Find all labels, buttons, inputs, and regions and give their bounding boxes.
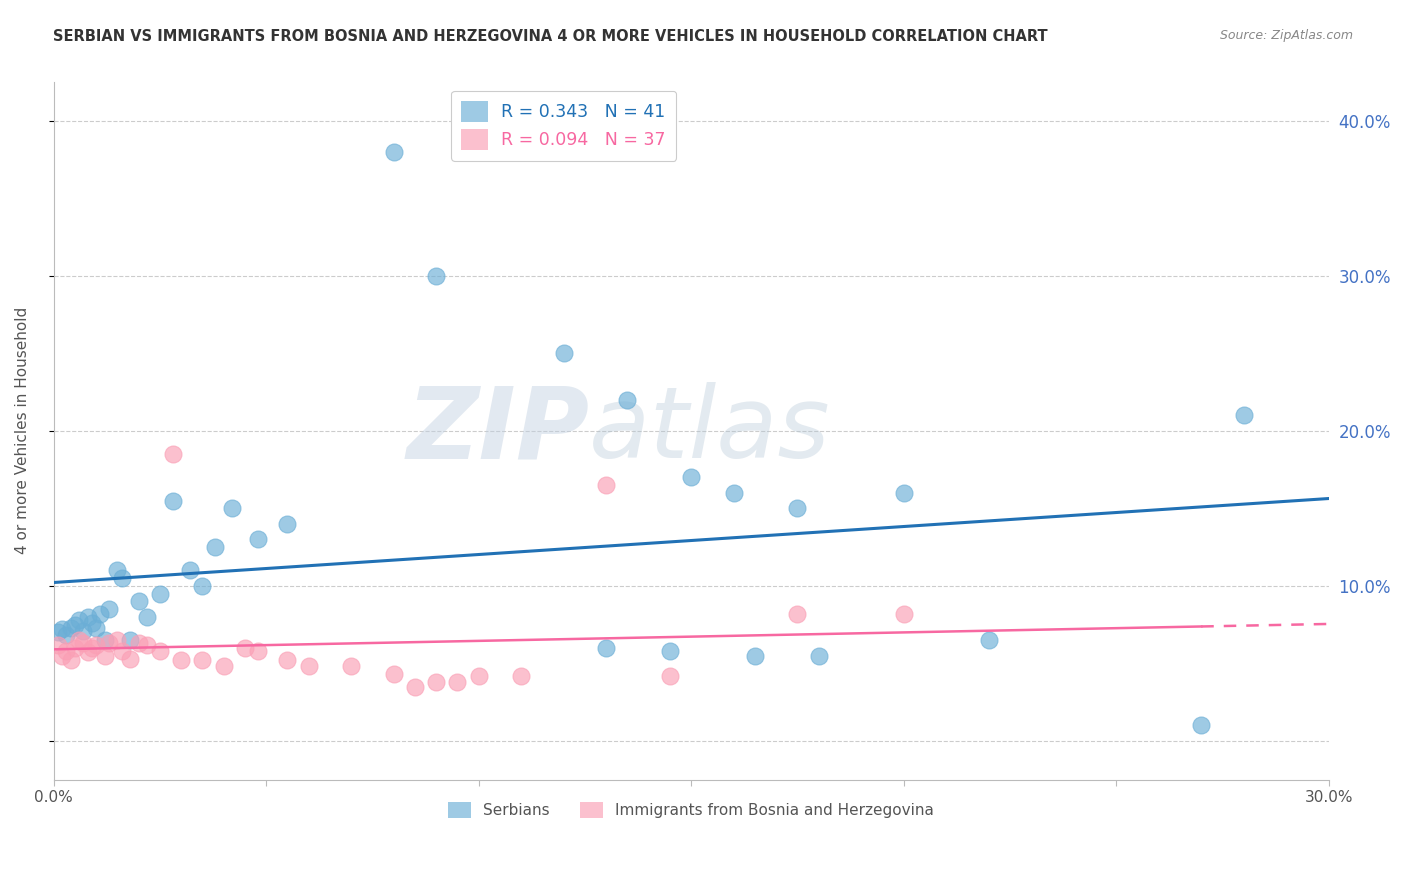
- Point: [191, 579, 214, 593]
- Point: [128, 594, 150, 608]
- Point: [128, 636, 150, 650]
- Point: [595, 478, 617, 492]
- Point: [977, 633, 1000, 648]
- Point: [807, 648, 830, 663]
- Point: [67, 613, 90, 627]
- Point: [72, 624, 94, 638]
- Point: [55, 644, 77, 658]
- Point: [76, 645, 98, 659]
- Point: [93, 648, 115, 663]
- Point: [162, 493, 184, 508]
- Point: [446, 674, 468, 689]
- Point: [786, 607, 808, 621]
- Legend: Serbians, Immigrants from Bosnia and Herzegovina: Serbians, Immigrants from Bosnia and Her…: [441, 796, 941, 824]
- Point: [404, 680, 426, 694]
- Text: ZIP: ZIP: [406, 383, 589, 479]
- Point: [1233, 409, 1256, 423]
- Point: [893, 485, 915, 500]
- Point: [276, 653, 298, 667]
- Point: [162, 447, 184, 461]
- Point: [55, 628, 77, 642]
- Point: [84, 638, 107, 652]
- Point: [658, 644, 681, 658]
- Point: [786, 501, 808, 516]
- Point: [298, 659, 321, 673]
- Point: [80, 640, 103, 655]
- Point: [105, 633, 128, 648]
- Point: [51, 648, 73, 663]
- Text: Source: ZipAtlas.com: Source: ZipAtlas.com: [1219, 29, 1353, 42]
- Point: [59, 621, 82, 635]
- Point: [246, 533, 269, 547]
- Point: [105, 563, 128, 577]
- Point: [340, 659, 363, 673]
- Point: [1189, 718, 1212, 732]
- Point: [111, 644, 134, 658]
- Point: [84, 621, 107, 635]
- Point: [97, 636, 120, 650]
- Point: [276, 516, 298, 531]
- Point: [97, 602, 120, 616]
- Point: [120, 633, 142, 648]
- Point: [72, 636, 94, 650]
- Point: [425, 674, 447, 689]
- Point: [89, 607, 111, 621]
- Text: SERBIAN VS IMMIGRANTS FROM BOSNIA AND HERZEGOVINA 4 OR MORE VEHICLES IN HOUSEHOL: SERBIAN VS IMMIGRANTS FROM BOSNIA AND HE…: [53, 29, 1047, 44]
- Point: [136, 609, 159, 624]
- Point: [382, 145, 405, 159]
- Point: [63, 640, 86, 655]
- Point: [425, 268, 447, 283]
- Point: [51, 622, 73, 636]
- Point: [616, 392, 638, 407]
- Point: [744, 648, 766, 663]
- Text: atlas: atlas: [589, 383, 831, 479]
- Point: [170, 653, 193, 667]
- Point: [658, 669, 681, 683]
- Point: [191, 653, 214, 667]
- Point: [179, 563, 201, 577]
- Point: [80, 615, 103, 630]
- Point: [76, 609, 98, 624]
- Point: [63, 617, 86, 632]
- Y-axis label: 4 or more Vehicles in Household: 4 or more Vehicles in Household: [15, 307, 30, 554]
- Point: [111, 571, 134, 585]
- Point: [893, 607, 915, 621]
- Point: [595, 640, 617, 655]
- Point: [221, 501, 243, 516]
- Point: [67, 633, 90, 648]
- Point: [510, 669, 533, 683]
- Point: [59, 653, 82, 667]
- Point: [120, 651, 142, 665]
- Point: [681, 470, 703, 484]
- Point: [246, 644, 269, 658]
- Point: [46, 625, 69, 640]
- Point: [136, 638, 159, 652]
- Point: [204, 540, 226, 554]
- Point: [553, 346, 575, 360]
- Point: [46, 638, 69, 652]
- Point: [212, 659, 235, 673]
- Point: [93, 633, 115, 648]
- Point: [233, 640, 256, 655]
- Point: [149, 586, 172, 600]
- Point: [467, 669, 489, 683]
- Point: [382, 667, 405, 681]
- Point: [149, 644, 172, 658]
- Point: [723, 485, 745, 500]
